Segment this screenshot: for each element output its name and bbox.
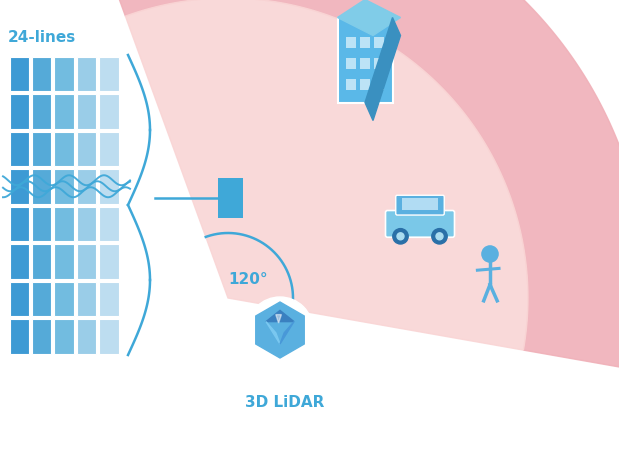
FancyBboxPatch shape (9, 94, 29, 128)
FancyBboxPatch shape (374, 79, 384, 90)
FancyBboxPatch shape (77, 319, 96, 354)
FancyBboxPatch shape (54, 244, 74, 278)
FancyBboxPatch shape (360, 79, 370, 90)
FancyBboxPatch shape (32, 169, 51, 203)
FancyBboxPatch shape (32, 57, 51, 91)
FancyBboxPatch shape (77, 57, 96, 91)
FancyBboxPatch shape (77, 169, 96, 203)
Circle shape (247, 297, 313, 363)
FancyBboxPatch shape (99, 169, 118, 203)
FancyBboxPatch shape (32, 94, 51, 128)
FancyBboxPatch shape (346, 37, 356, 48)
FancyBboxPatch shape (337, 17, 392, 102)
FancyBboxPatch shape (54, 132, 74, 166)
FancyBboxPatch shape (32, 132, 51, 166)
FancyBboxPatch shape (360, 37, 370, 48)
FancyBboxPatch shape (99, 244, 118, 278)
Polygon shape (266, 322, 280, 344)
FancyBboxPatch shape (99, 94, 118, 128)
FancyBboxPatch shape (32, 319, 51, 354)
Circle shape (436, 233, 443, 240)
FancyBboxPatch shape (32, 282, 51, 316)
FancyBboxPatch shape (99, 319, 118, 354)
FancyBboxPatch shape (9, 282, 29, 316)
FancyBboxPatch shape (9, 207, 29, 241)
Polygon shape (266, 310, 294, 322)
FancyBboxPatch shape (402, 198, 438, 210)
FancyBboxPatch shape (346, 79, 356, 90)
Text: 24-lines: 24-lines (8, 30, 76, 45)
Polygon shape (84, 0, 619, 371)
FancyBboxPatch shape (346, 58, 356, 69)
FancyBboxPatch shape (77, 244, 96, 278)
FancyBboxPatch shape (54, 282, 74, 316)
FancyBboxPatch shape (386, 211, 454, 237)
FancyBboxPatch shape (54, 319, 74, 354)
FancyBboxPatch shape (374, 58, 384, 69)
FancyBboxPatch shape (9, 169, 29, 203)
FancyBboxPatch shape (99, 282, 118, 316)
Polygon shape (126, 0, 528, 350)
Polygon shape (365, 17, 400, 121)
FancyBboxPatch shape (360, 58, 370, 69)
Text: 3D LiDAR: 3D LiDAR (245, 395, 325, 410)
FancyBboxPatch shape (374, 37, 384, 48)
FancyBboxPatch shape (77, 132, 96, 166)
Circle shape (482, 246, 498, 262)
FancyBboxPatch shape (54, 169, 74, 203)
Polygon shape (280, 322, 294, 344)
FancyBboxPatch shape (54, 57, 74, 91)
Text: 120°: 120° (228, 272, 268, 287)
FancyBboxPatch shape (32, 207, 51, 241)
FancyBboxPatch shape (99, 57, 118, 91)
Circle shape (393, 228, 408, 244)
FancyBboxPatch shape (9, 319, 29, 354)
FancyBboxPatch shape (99, 132, 118, 166)
FancyBboxPatch shape (9, 244, 29, 278)
Circle shape (397, 233, 404, 240)
FancyBboxPatch shape (99, 207, 118, 241)
FancyBboxPatch shape (32, 244, 51, 278)
FancyBboxPatch shape (396, 195, 444, 215)
FancyBboxPatch shape (77, 94, 96, 128)
FancyBboxPatch shape (54, 94, 74, 128)
Polygon shape (276, 314, 282, 323)
Polygon shape (337, 0, 400, 36)
Circle shape (432, 228, 447, 244)
Bar (218, 178, 243, 218)
Polygon shape (256, 302, 305, 358)
FancyBboxPatch shape (9, 132, 29, 166)
FancyBboxPatch shape (77, 282, 96, 316)
FancyBboxPatch shape (54, 207, 74, 241)
FancyBboxPatch shape (77, 207, 96, 241)
FancyBboxPatch shape (9, 57, 29, 91)
